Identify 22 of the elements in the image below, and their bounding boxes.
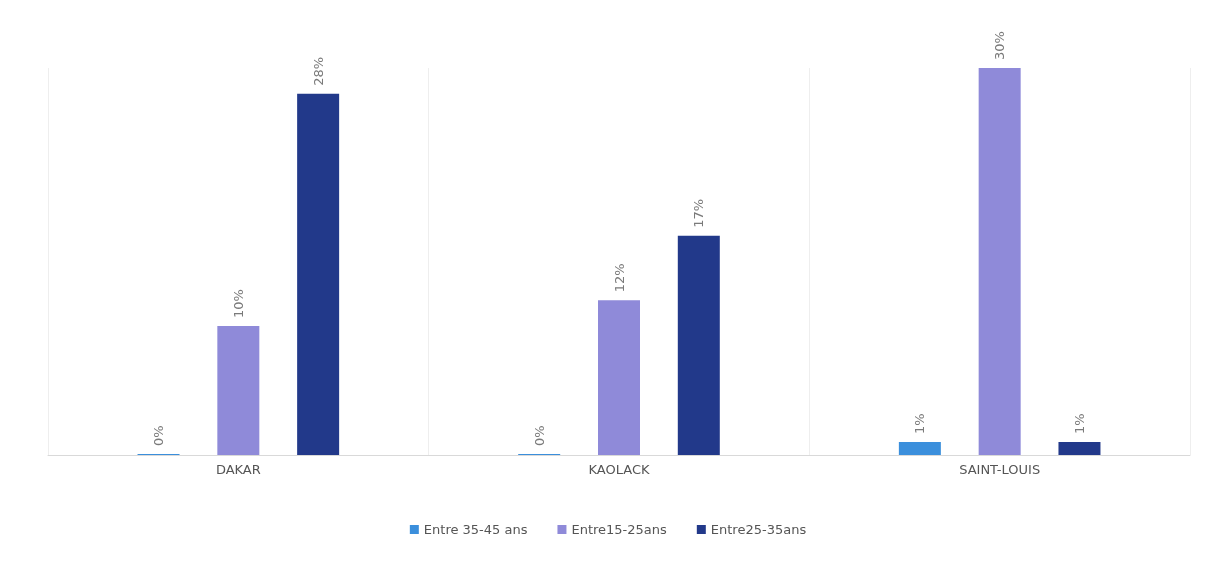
bar xyxy=(677,235,720,455)
data-label: 1% xyxy=(912,413,928,435)
data-label: 1% xyxy=(1071,413,1087,435)
bar xyxy=(1058,442,1101,455)
bar xyxy=(297,93,340,455)
x-tick-label: DAKAR xyxy=(215,462,261,477)
x-tick-label: SAINT-LOUIS xyxy=(959,462,1041,477)
bar xyxy=(598,300,640,455)
data-label: 28% xyxy=(310,56,326,86)
bar xyxy=(978,68,1021,455)
bar xyxy=(217,326,260,455)
data-label: 30% xyxy=(992,31,1008,60)
legend-label: Entre15-25ans xyxy=(571,522,668,537)
bar xyxy=(898,442,941,455)
legend-label: Entre 35-45 ans xyxy=(423,522,528,537)
legend-label: Entre25-35ans xyxy=(710,522,807,537)
data-label: 10% xyxy=(230,289,246,318)
data-label: 17% xyxy=(691,198,707,228)
x-tick-label: KAOLACK xyxy=(588,462,650,477)
data-label: 0% xyxy=(151,425,167,446)
data-label: 0% xyxy=(531,425,547,446)
data-label: 12% xyxy=(611,263,627,293)
